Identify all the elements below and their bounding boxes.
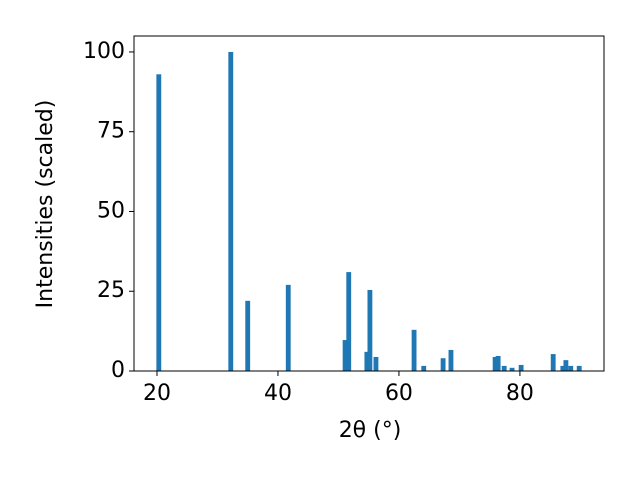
bar (373, 356, 379, 371)
bar (285, 284, 291, 371)
bar (550, 354, 556, 371)
bar (228, 51, 234, 371)
y-tick-label: 0 (111, 358, 125, 383)
x-tick-label: 40 (264, 381, 292, 406)
bar (346, 272, 352, 371)
bar (342, 340, 348, 371)
bar (492, 356, 498, 371)
bar (367, 289, 373, 371)
bar (560, 365, 566, 371)
y-tick-label: 50 (97, 198, 125, 223)
bar (509, 367, 515, 371)
plot-frame (133, 35, 605, 372)
bar (501, 365, 507, 371)
x-tick-label: 80 (506, 381, 534, 406)
bar (568, 365, 574, 371)
bar (518, 364, 524, 371)
bar (421, 365, 427, 371)
bar (495, 356, 501, 371)
bar (448, 349, 454, 371)
bar (576, 365, 582, 371)
y-tick-label: 75 (97, 119, 125, 144)
x-tick-label: 20 (143, 381, 171, 406)
bar (411, 329, 417, 371)
y-tick-label: 25 (97, 278, 125, 303)
bar (563, 360, 569, 371)
x-axis-label: 2θ (°) (339, 418, 402, 443)
y-axis-label: Intensities (scaled) (33, 100, 58, 309)
bar (245, 300, 251, 371)
bar (156, 74, 162, 372)
y-tick-label: 100 (83, 39, 125, 64)
bar (364, 351, 370, 371)
x-tick-label: 60 (385, 381, 413, 406)
bar (440, 358, 446, 371)
